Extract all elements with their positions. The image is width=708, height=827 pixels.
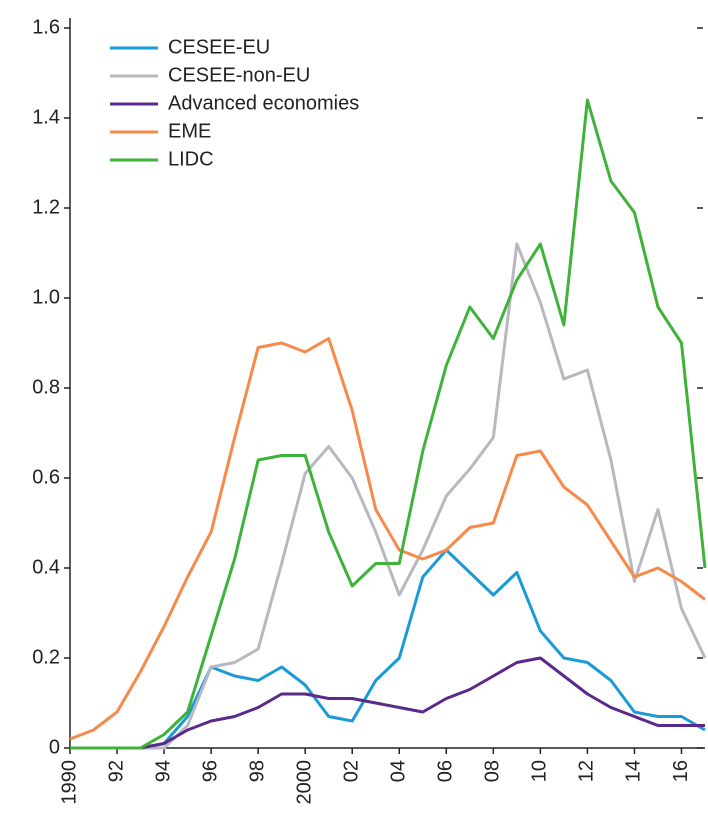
y-tick-label: 1.0 [32,286,60,308]
legend-label: EME [168,120,211,142]
legend-label: Advanced economies [168,92,359,114]
legend-label: CESEE-EU [168,36,270,58]
x-tick-label: 12 [576,760,598,782]
x-tick-label: 08 [482,760,504,782]
series-line [70,548,706,750]
x-tick-label: 96 [199,760,221,782]
x-tick-label: 10 [529,760,551,782]
series-line [70,242,707,750]
legend-label: LIDC [168,148,214,170]
legend-label: CESEE-non-EU [168,64,310,86]
x-tick-label: 06 [435,760,457,782]
x-tick-label: 2000 [293,760,315,805]
x-tick-label: 02 [341,760,363,782]
y-tick-label: 1.2 [32,196,60,218]
y-tick-label: 0 [49,736,60,758]
x-tick-label: 98 [246,760,268,782]
y-tick-label: 0.2 [32,646,60,668]
y-tick-label: 0.4 [32,556,60,578]
x-tick-label: 1990 [58,760,80,805]
series-line [69,337,706,741]
series-line [70,656,705,750]
x-tick-label: 14 [623,760,645,782]
x-tick-label: 04 [388,760,410,782]
x-tick-label: 94 [152,760,174,782]
series-line [70,98,707,750]
x-tick-label: 16 [670,760,692,782]
y-tick-label: 0.6 [32,466,60,488]
y-tick-label: 0.8 [32,376,60,398]
x-tick-label: 92 [105,760,127,782]
y-tick-label: 1.4 [32,106,60,128]
y-tick-label: 1.6 [32,16,60,38]
